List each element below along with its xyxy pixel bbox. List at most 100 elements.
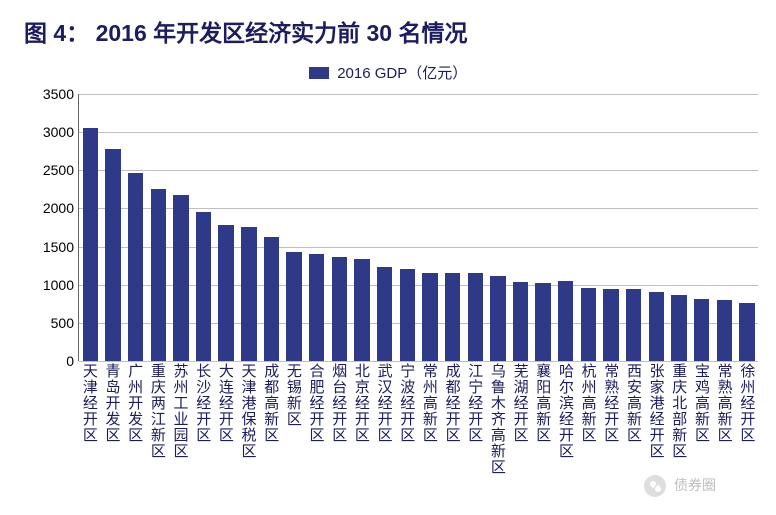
wechat-icon xyxy=(644,475,666,497)
bar-slot xyxy=(577,94,600,361)
bar-slot xyxy=(554,94,577,361)
x-label-slot: 苏州工业园区 xyxy=(169,363,192,503)
bar-slot xyxy=(79,94,102,361)
legend-swatch xyxy=(309,67,329,79)
x-tick-label: 宁波经开区 xyxy=(399,363,414,503)
x-tick-label: 大连经开区 xyxy=(218,363,233,503)
x-tick-label: 成都高新区 xyxy=(263,363,278,503)
y-tick-label: 1000 xyxy=(34,277,74,293)
bar xyxy=(717,300,732,361)
x-label-slot: 宁波经开区 xyxy=(395,363,418,503)
x-tick-label: 江宁经开区 xyxy=(467,363,482,503)
y-tick-label: 0 xyxy=(34,353,74,369)
x-label-slot: 成都经开区 xyxy=(441,363,464,503)
bar-slot xyxy=(668,94,691,361)
chart-title-text: 图 4： 2016 年开发区经济实力前 30 名情况 xyxy=(24,20,468,46)
y-tick-label: 500 xyxy=(34,315,74,331)
x-label-slot: 常熟经开区 xyxy=(599,363,622,503)
x-tick-label: 常州高新区 xyxy=(422,363,437,503)
bar-slot xyxy=(373,94,396,361)
bar-slot xyxy=(532,94,555,361)
x-tick-label: 武汉经开区 xyxy=(377,363,392,503)
x-tick-label: 北京经开区 xyxy=(354,363,369,503)
x-tick-label: 常熟高新区 xyxy=(717,363,732,503)
watermark-text: 债券圈 xyxy=(674,477,716,493)
bar-slot xyxy=(147,94,170,361)
x-tick-label: 芜湖经开区 xyxy=(513,363,528,503)
bar xyxy=(603,289,618,361)
x-label-slot: 乌鲁木齐高新区 xyxy=(486,363,509,503)
bar-slot xyxy=(396,94,419,361)
x-tick-label: 天津港保税区 xyxy=(241,363,256,503)
x-tick-label: 西安高新区 xyxy=(626,363,641,503)
bar xyxy=(739,303,754,361)
x-tick-label: 广州开发区 xyxy=(127,363,142,503)
x-tick-label: 杭州高新区 xyxy=(581,363,596,503)
legend-label: 2016 GDP（亿元） xyxy=(337,65,467,82)
bar-slot xyxy=(487,94,510,361)
bar xyxy=(581,288,596,361)
bar-slot xyxy=(351,94,374,361)
x-tick-label: 重庆两江新区 xyxy=(150,363,165,503)
bar-slot xyxy=(441,94,464,361)
bar xyxy=(558,281,573,361)
x-tick-label: 烟台经开区 xyxy=(331,363,346,503)
bar xyxy=(490,276,505,361)
x-label-slot: 西安高新区 xyxy=(622,363,645,503)
grid-line xyxy=(79,361,758,362)
plot-region xyxy=(78,94,758,361)
y-tick-label: 1500 xyxy=(34,239,74,255)
bar xyxy=(218,225,233,361)
bar-slot xyxy=(102,94,125,361)
bar xyxy=(377,267,392,361)
x-tick-label: 常熟经开区 xyxy=(603,363,618,503)
bar-slot xyxy=(690,94,713,361)
x-label-slot: 青岛开发区 xyxy=(101,363,124,503)
x-label-slot: 成都高新区 xyxy=(259,363,282,503)
bar xyxy=(241,227,256,361)
bar-slot xyxy=(124,94,147,361)
bar xyxy=(649,292,664,361)
bar-slot xyxy=(170,94,193,361)
bar xyxy=(105,149,120,361)
chart-title: 图 4： 2016 年开发区经济实力前 30 名情况 xyxy=(0,0,776,58)
bar-slot xyxy=(509,94,532,361)
x-label-slot: 襄阳高新区 xyxy=(531,363,554,503)
x-label-slot: 重庆两江新区 xyxy=(146,363,169,503)
bar-slot xyxy=(328,94,351,361)
x-label-slot: 天津港保税区 xyxy=(237,363,260,503)
bar xyxy=(173,195,188,361)
x-label-slot: 芜湖经开区 xyxy=(509,363,532,503)
bar-slot xyxy=(305,94,328,361)
x-label-slot: 广州开发区 xyxy=(123,363,146,503)
x-tick-label: 乌鲁木齐高新区 xyxy=(490,363,505,503)
bar xyxy=(264,237,279,361)
y-tick-label: 2000 xyxy=(34,200,74,216)
bar xyxy=(422,273,437,361)
x-tick-label: 苏州工业园区 xyxy=(173,363,188,503)
x-label-slot: 杭州高新区 xyxy=(577,363,600,503)
x-tick-label: 徐州经开区 xyxy=(739,363,754,503)
x-label-slot: 武汉经开区 xyxy=(373,363,396,503)
bar-slot xyxy=(215,94,238,361)
bar xyxy=(354,259,369,361)
bar-slot xyxy=(600,94,623,361)
x-label-slot: 北京经开区 xyxy=(350,363,373,503)
watermark: 债券圈 xyxy=(644,475,716,497)
x-label-slot: 合肥经开区 xyxy=(305,363,328,503)
y-tick-label: 3000 xyxy=(34,124,74,140)
x-label-slot: 常州高新区 xyxy=(418,363,441,503)
x-tick-label: 无锡新区 xyxy=(286,363,301,503)
bar xyxy=(196,212,211,361)
x-tick-label: 襄阳高新区 xyxy=(535,363,550,503)
bar xyxy=(468,273,483,361)
x-label-slot: 徐州经开区 xyxy=(735,363,758,503)
x-tick-label: 成都经开区 xyxy=(445,363,460,503)
bar-slot xyxy=(283,94,306,361)
bar xyxy=(513,282,528,361)
x-label-slot: 天津经开区 xyxy=(78,363,101,503)
x-label-slot: 烟台经开区 xyxy=(327,363,350,503)
bar-slot xyxy=(464,94,487,361)
x-tick-label: 合肥经开区 xyxy=(309,363,324,503)
bar xyxy=(286,252,301,361)
